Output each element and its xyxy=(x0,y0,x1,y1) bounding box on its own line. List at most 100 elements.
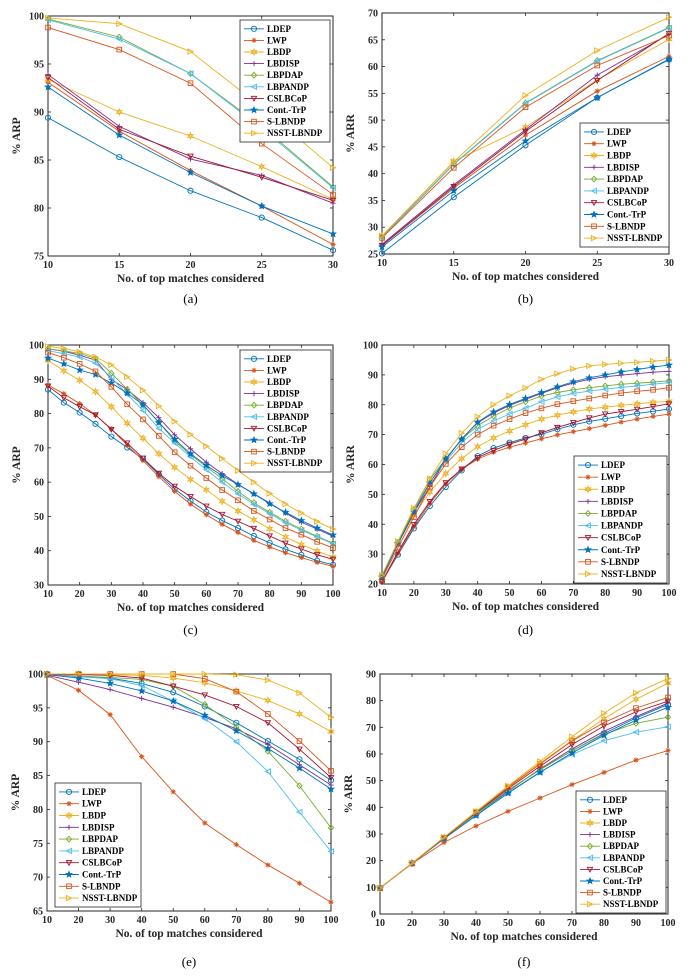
triangle-right-marker xyxy=(327,714,335,721)
series-line xyxy=(47,673,332,718)
triangle-left-marker xyxy=(250,501,257,508)
triangle-down-marker xyxy=(187,153,194,160)
triangle-right-marker xyxy=(522,384,530,392)
legend-label: Cont.-TrP xyxy=(607,210,647,220)
legend-label: Cont.-TrP xyxy=(267,105,307,115)
triangle-down-marker xyxy=(44,383,52,390)
legend: LDEPLWPLBDPLBDISPLBPDAPLBPANDPCSLBCoPCon… xyxy=(573,455,668,584)
series-line xyxy=(381,16,670,237)
triangle-down-marker xyxy=(600,723,608,730)
x-tick-label: 25 xyxy=(592,258,602,269)
pentagram-marker xyxy=(233,480,243,488)
legend-item: CSLBCoP xyxy=(580,864,644,874)
square-marker xyxy=(266,516,273,523)
legend: LDEPLWPLBDPLBDISPLBPDAPLBPANDPCSLBCoPCon… xyxy=(239,19,331,143)
pentagram-marker xyxy=(585,876,595,885)
triangle-right-marker xyxy=(203,442,210,450)
legend-item: LDEP xyxy=(244,354,292,364)
x-tick-label: 100 xyxy=(661,918,676,929)
legend: LDEPLWPLBDPLBDISPLBPDAPLBPANDPCSLBCoPCon… xyxy=(54,782,142,908)
series-line xyxy=(381,359,670,576)
triangle-right-marker xyxy=(108,361,115,369)
x-tick-label: 40 xyxy=(137,915,147,926)
y-axis-label: % ARR xyxy=(343,774,355,813)
plus-marker xyxy=(666,368,672,374)
triangle-down-marker xyxy=(554,424,561,431)
hexagram-marker xyxy=(617,400,625,410)
series-s-lbndp xyxy=(45,349,336,551)
triangle-down-marker xyxy=(649,404,657,411)
triangle-right-marker xyxy=(170,670,177,678)
y-tick-label: 95 xyxy=(34,60,44,71)
plus-marker xyxy=(66,824,72,830)
triangle-right-marker xyxy=(92,353,100,361)
pentagram-marker xyxy=(186,449,195,458)
triangle-down-marker xyxy=(169,683,177,690)
asterisk-marker xyxy=(505,808,511,814)
legend-item: LBPANDP xyxy=(59,846,124,856)
triangle-right-marker xyxy=(187,48,195,55)
legend-label: S-LBNDP xyxy=(607,221,646,231)
asterisk-marker xyxy=(219,521,225,527)
triangle-left-marker xyxy=(665,379,673,386)
hexagram-marker xyxy=(123,418,131,428)
square-marker xyxy=(314,539,320,545)
legend-label: CSLBCoP xyxy=(601,533,642,543)
y-tick-label: 30 xyxy=(34,581,44,592)
square-marker xyxy=(666,32,672,39)
square-marker xyxy=(66,883,72,890)
triangle-down-marker xyxy=(458,466,466,473)
legend-item: S-LBNDP xyxy=(59,881,121,891)
legend-item: LBPDAP xyxy=(59,834,119,844)
triangle-right-marker xyxy=(187,431,195,438)
hexagram-marker xyxy=(586,818,594,828)
legend-item: LBDISP xyxy=(578,496,634,506)
hexagram-marker xyxy=(442,469,450,478)
series-line xyxy=(379,750,669,889)
square-marker xyxy=(251,118,257,125)
pentagram-marker xyxy=(664,54,674,63)
square-marker xyxy=(602,392,609,399)
square-marker xyxy=(634,388,640,395)
legend-item: NSST-LBNDP xyxy=(244,458,323,468)
square-marker xyxy=(251,448,257,455)
series-cont-trp xyxy=(43,82,338,238)
asterisk-marker xyxy=(618,419,624,425)
triangle-right-marker xyxy=(124,373,131,381)
asterisk-marker xyxy=(522,132,529,138)
legend-label: LDEP xyxy=(601,460,626,470)
triangle-right-marker xyxy=(378,232,386,240)
triangle-down-marker xyxy=(617,409,625,416)
triangle-left-marker xyxy=(329,540,337,548)
square-marker xyxy=(76,361,83,367)
series-nsst-lbndp xyxy=(44,343,337,533)
pentagram-marker xyxy=(186,168,195,176)
hexagram-marker xyxy=(600,714,608,724)
x-tick-label: 20 xyxy=(186,260,196,271)
triangle-left-marker xyxy=(281,519,289,526)
triangle-left-marker xyxy=(593,57,601,65)
hexagram-marker xyxy=(107,402,116,412)
legend-item: LBDISP xyxy=(244,59,300,69)
legend-label: Cont.-TrP xyxy=(603,876,643,886)
pentagram-marker xyxy=(123,388,132,397)
circle-marker xyxy=(634,410,641,417)
triangle-right-marker xyxy=(250,478,258,486)
legend: LDEPLWPLBDPLBDISPLBPDAPLBPANDPCSLBCoPCon… xyxy=(239,349,332,473)
x-tick-label: 50 xyxy=(503,918,513,929)
legend-item: S-LBNDP xyxy=(580,888,642,898)
square-marker xyxy=(554,401,561,407)
triangle-right-marker xyxy=(536,758,544,765)
y-tick-label: 90 xyxy=(366,670,376,681)
pentagram-marker xyxy=(154,418,163,426)
square-marker xyxy=(586,395,593,402)
triangle-down-marker xyxy=(258,174,266,181)
pentagram-marker xyxy=(313,523,322,532)
triangle-down-marker xyxy=(313,552,321,559)
legend-item: NSST-LBNDP xyxy=(244,128,323,138)
triangle-down-marker xyxy=(155,470,163,477)
triangle-down-marker xyxy=(585,415,593,422)
asterisk-marker xyxy=(665,747,671,754)
asterisk-marker xyxy=(443,481,449,487)
diamond-marker xyxy=(570,386,577,394)
